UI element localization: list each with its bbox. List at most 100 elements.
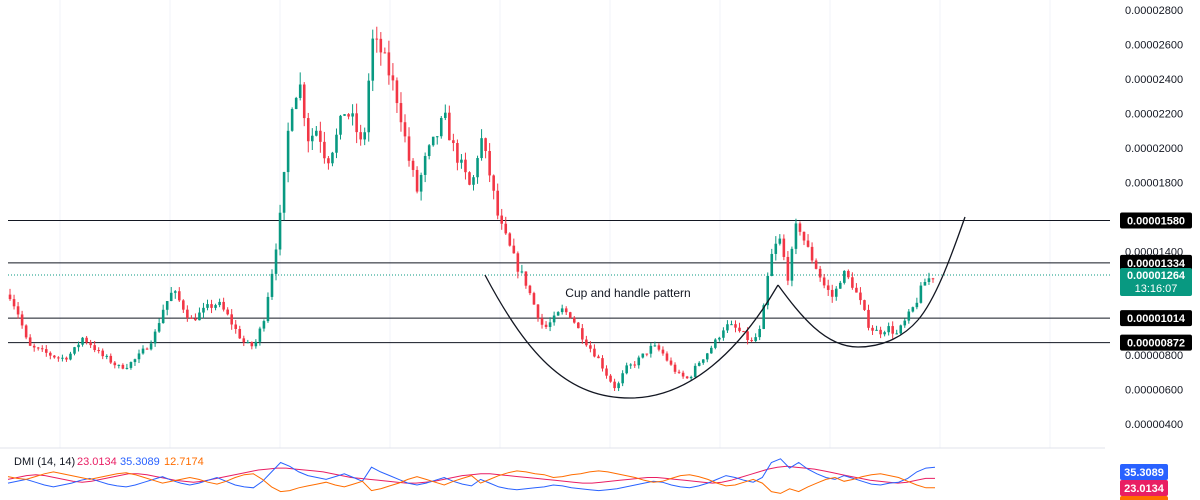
- level-tag-label: 0.00001580: [1127, 215, 1185, 227]
- candle-body: [806, 240, 810, 247]
- candle-body: [710, 347, 713, 354]
- candle-body: [202, 307, 205, 313]
- candle-body: [931, 278, 935, 280]
- candle-body: [818, 268, 822, 278]
- candle-body: [439, 117, 443, 137]
- dmi-adx-tag-bg: [1120, 480, 1168, 496]
- candle-body: [577, 322, 580, 329]
- candle-body: [262, 321, 266, 329]
- candle-body: [306, 118, 310, 142]
- candle-body: [234, 324, 238, 329]
- candle-body: [649, 345, 653, 354]
- candle-body: [165, 301, 169, 310]
- horizontal-levels: [8, 219, 1110, 344]
- candle-body: [427, 145, 431, 157]
- breakout-curve: [917, 216, 966, 321]
- candle-body: [32, 345, 36, 348]
- candle-body: [230, 314, 233, 325]
- candle-body: [472, 177, 475, 185]
- candle-body: [36, 347, 40, 349]
- candle-body: [814, 260, 818, 269]
- dmi-plus-line: [7, 458, 936, 492]
- candle-body: [278, 212, 282, 250]
- candle-body: [480, 138, 483, 159]
- candle-body: [826, 285, 830, 290]
- candle-body: [919, 285, 923, 303]
- candle-body: [847, 270, 850, 278]
- candle-body: [351, 113, 354, 117]
- candle-body: [669, 360, 673, 365]
- candle-body: [266, 296, 270, 322]
- current-price-tag-bg: [1120, 268, 1192, 296]
- candle-body: [270, 273, 274, 297]
- candle-body: [520, 271, 524, 273]
- candle-body: [734, 324, 737, 328]
- candle-body: [689, 376, 693, 379]
- candle-body: [637, 357, 641, 366]
- price-tick-label: 0.00001800: [1125, 178, 1183, 190]
- candle-body: [157, 323, 161, 332]
- dmi-title: DMI (14, 14): [14, 456, 75, 468]
- candle-body: [133, 359, 137, 363]
- candle-body: [911, 307, 915, 312]
- candle-body: [528, 285, 532, 294]
- candle-body: [701, 359, 705, 363]
- candle-body: [194, 318, 197, 321]
- candle-body: [274, 249, 278, 274]
- candle-body: [585, 339, 588, 346]
- candle-body: [609, 375, 612, 382]
- candle-body: [677, 371, 681, 373]
- candle-body: [903, 320, 907, 326]
- candle-body: [415, 169, 419, 192]
- candle-body: [399, 103, 403, 123]
- candle-body: [452, 140, 455, 144]
- candle-body: [137, 353, 141, 360]
- candle-body: [44, 349, 48, 353]
- candle-body: [77, 344, 80, 348]
- candle-body: [12, 299, 16, 307]
- pattern-annotation: Cup and handle pattern: [565, 286, 690, 300]
- candle-body: [431, 136, 435, 146]
- candle-body: [214, 305, 217, 308]
- candle-body: [863, 300, 866, 310]
- candle-body: [774, 243, 778, 254]
- candle-body: [830, 289, 834, 297]
- candle-body: [290, 109, 294, 131]
- candle-body: [673, 364, 677, 372]
- dmi-plus-tag: 35.3089: [1124, 467, 1164, 479]
- cup-curve: [484, 274, 779, 399]
- price-tick-label: 0.00002400: [1125, 74, 1183, 86]
- candle-body: [838, 282, 842, 289]
- candle-body: [746, 331, 749, 341]
- candle-body: [766, 275, 770, 306]
- dmi-minus-value: 12.7174: [164, 456, 204, 468]
- candle-body: [500, 215, 504, 224]
- candle-body: [625, 365, 628, 374]
- dmi-plus-value: 35.3089: [120, 456, 160, 468]
- candle-body: [117, 364, 121, 366]
- candle-body: [794, 223, 798, 249]
- candle-body: [186, 309, 189, 318]
- candle-body: [859, 292, 862, 301]
- candle-body: [109, 355, 113, 363]
- candle-body: [621, 373, 624, 384]
- candle-body: [375, 38, 379, 40]
- candle-body: [790, 248, 794, 281]
- candle-body: [665, 353, 669, 361]
- candle-body: [629, 364, 632, 366]
- dmi-adx-value: 23.0134: [77, 456, 117, 468]
- candle-body: [444, 112, 447, 118]
- candle-body: [282, 172, 286, 213]
- candle-body: [149, 343, 153, 350]
- candle-body: [182, 300, 185, 310]
- candle-body: [105, 355, 109, 357]
- current-price-label: 0.00001264: [1127, 270, 1186, 282]
- candle-body: [129, 362, 133, 368]
- candle-body: [367, 80, 371, 133]
- candle-body: [141, 348, 145, 354]
- candle-body: [226, 309, 229, 315]
- candle-body: [407, 136, 411, 161]
- candle-body: [883, 332, 886, 335]
- dmi-tags: 35.3089 23.0134 12.7174: [1120, 464, 1168, 500]
- candle-body: [8, 294, 12, 300]
